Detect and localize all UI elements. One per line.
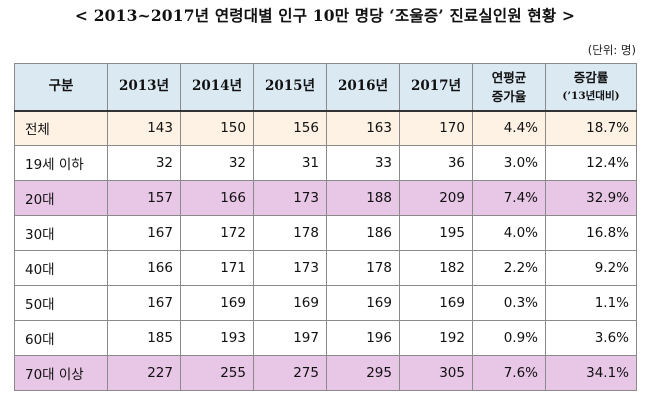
unit-note: (단위: 명) [587, 43, 636, 57]
cell-2017: 195 [399, 215, 473, 251]
header-2016: 2016년 [326, 63, 400, 112]
cell-2014: 166 [180, 180, 254, 216]
cell-2015: 197 [253, 320, 327, 356]
row-label: 60대 [14, 320, 108, 356]
cell-2013: 166 [107, 250, 181, 286]
cell-change-rate: 18.7% [545, 110, 637, 146]
cell-2014: 171 [180, 250, 254, 286]
cell-2017: 169 [399, 285, 473, 321]
cell-2015: 275 [253, 355, 327, 391]
page-title: < 2013~2017년 연령대별 인구 10만 명당 ‘조울증’ 진료실인원 … [74, 6, 576, 25]
header-annual-rate: 연평균 증가율 [472, 63, 546, 112]
row-label: 40대 [14, 250, 108, 286]
cell-2016: 186 [326, 215, 400, 251]
header-annual-rate-line1: 연평균 [491, 69, 527, 85]
cell-2017: 192 [399, 320, 473, 356]
cell-2016: 295 [326, 355, 400, 391]
cell-annual-rate: 4.4% [472, 110, 546, 146]
cell-annual-rate: 3.0% [472, 145, 546, 181]
cell-2015: 31 [253, 145, 327, 181]
cell-2013: 143 [107, 110, 181, 146]
cell-2016: 178 [326, 250, 400, 286]
cell-2014: 255 [180, 355, 254, 391]
row-label: 전체 [14, 110, 108, 146]
table-row: 전체 143 150 156 163 170 4.4% 18.7% [14, 110, 637, 146]
cell-change-rate: 34.1% [545, 355, 637, 391]
cell-2015: 173 [253, 250, 327, 286]
table-row: 50대 167 169 169 169 169 0.3% 1.1% [14, 285, 637, 321]
cell-2015: 178 [253, 215, 327, 251]
table-row: 20대 157 166 173 188 209 7.4% 32.9% [14, 180, 637, 216]
table-header: 구분 2013년 2014년 2015년 2016년 2017년 연평균 증가율… [14, 63, 637, 112]
cell-2016: 196 [326, 320, 400, 356]
cell-2013: 167 [107, 285, 181, 321]
table-row: 19세 이하 32 32 31 33 36 3.0% 12.4% [14, 145, 637, 181]
row-label: 19세 이하 [14, 145, 108, 181]
header-change-rate-line2: (’13년대비) [562, 89, 620, 102]
cell-2017: 36 [399, 145, 473, 181]
cell-change-rate: 3.6% [545, 320, 637, 356]
table-row: 70대 이상 227 255 275 295 305 7.6% 34.1% [14, 355, 637, 391]
cell-2016: 188 [326, 180, 400, 216]
table-row: 30대 167 172 178 186 195 4.0% 16.8% [14, 215, 637, 251]
cell-change-rate: 12.4% [545, 145, 637, 181]
row-label: 70대 이상 [14, 355, 108, 391]
header-2017: 2017년 [399, 63, 473, 112]
data-table: 구분 2013년 2014년 2015년 2016년 2017년 연평균 증가율… [14, 63, 637, 391]
row-label: 20대 [14, 180, 108, 216]
cell-2015: 173 [253, 180, 327, 216]
cell-change-rate: 1.1% [545, 285, 637, 321]
cell-2014: 193 [180, 320, 254, 356]
cell-2016: 163 [326, 110, 400, 146]
table-row: 60대 185 193 197 196 192 0.9% 3.6% [14, 320, 637, 356]
cell-2014: 172 [180, 215, 254, 251]
cell-change-rate: 9.2% [545, 250, 637, 286]
cell-2013: 167 [107, 215, 181, 251]
cell-2015: 156 [253, 110, 327, 146]
cell-change-rate: 32.9% [545, 180, 637, 216]
cell-2016: 33 [326, 145, 400, 181]
cell-2013: 157 [107, 180, 181, 216]
header-change-rate-line1: 증감률 [573, 69, 609, 85]
cell-2014: 169 [180, 285, 254, 321]
cell-annual-rate: 4.0% [472, 215, 546, 251]
cell-2017: 305 [399, 355, 473, 391]
cell-annual-rate: 2.2% [472, 250, 546, 286]
row-label: 30대 [14, 215, 108, 251]
header-category: 구분 [14, 63, 108, 112]
cell-2015: 169 [253, 285, 327, 321]
cell-2016: 169 [326, 285, 400, 321]
cell-2014: 150 [180, 110, 254, 146]
header-2014: 2014년 [180, 63, 254, 112]
cell-annual-rate: 7.4% [472, 180, 546, 216]
cell-2017: 182 [399, 250, 473, 286]
cell-change-rate: 16.8% [545, 215, 637, 251]
header-annual-rate-line2: 증가율 [491, 88, 527, 104]
cell-2013: 32 [107, 145, 181, 181]
table-body: 전체 143 150 156 163 170 4.4% 18.7% 19세 이하… [14, 110, 637, 391]
row-label: 50대 [14, 285, 108, 321]
header-2015: 2015년 [253, 63, 327, 112]
cell-annual-rate: 7.6% [472, 355, 546, 391]
header-change-rate: 증감률 (’13년대비) [545, 63, 637, 112]
cell-2017: 170 [399, 110, 473, 146]
cell-2017: 209 [399, 180, 473, 216]
cell-2013: 227 [107, 355, 181, 391]
header-row: 구분 2013년 2014년 2015년 2016년 2017년 연평균 증가율… [14, 63, 637, 112]
cell-2014: 32 [180, 145, 254, 181]
header-2013: 2013년 [107, 63, 181, 112]
cell-annual-rate: 0.9% [472, 320, 546, 356]
cell-2013: 185 [107, 320, 181, 356]
table-row: 40대 166 171 173 178 182 2.2% 9.2% [14, 250, 637, 286]
cell-annual-rate: 0.3% [472, 285, 546, 321]
